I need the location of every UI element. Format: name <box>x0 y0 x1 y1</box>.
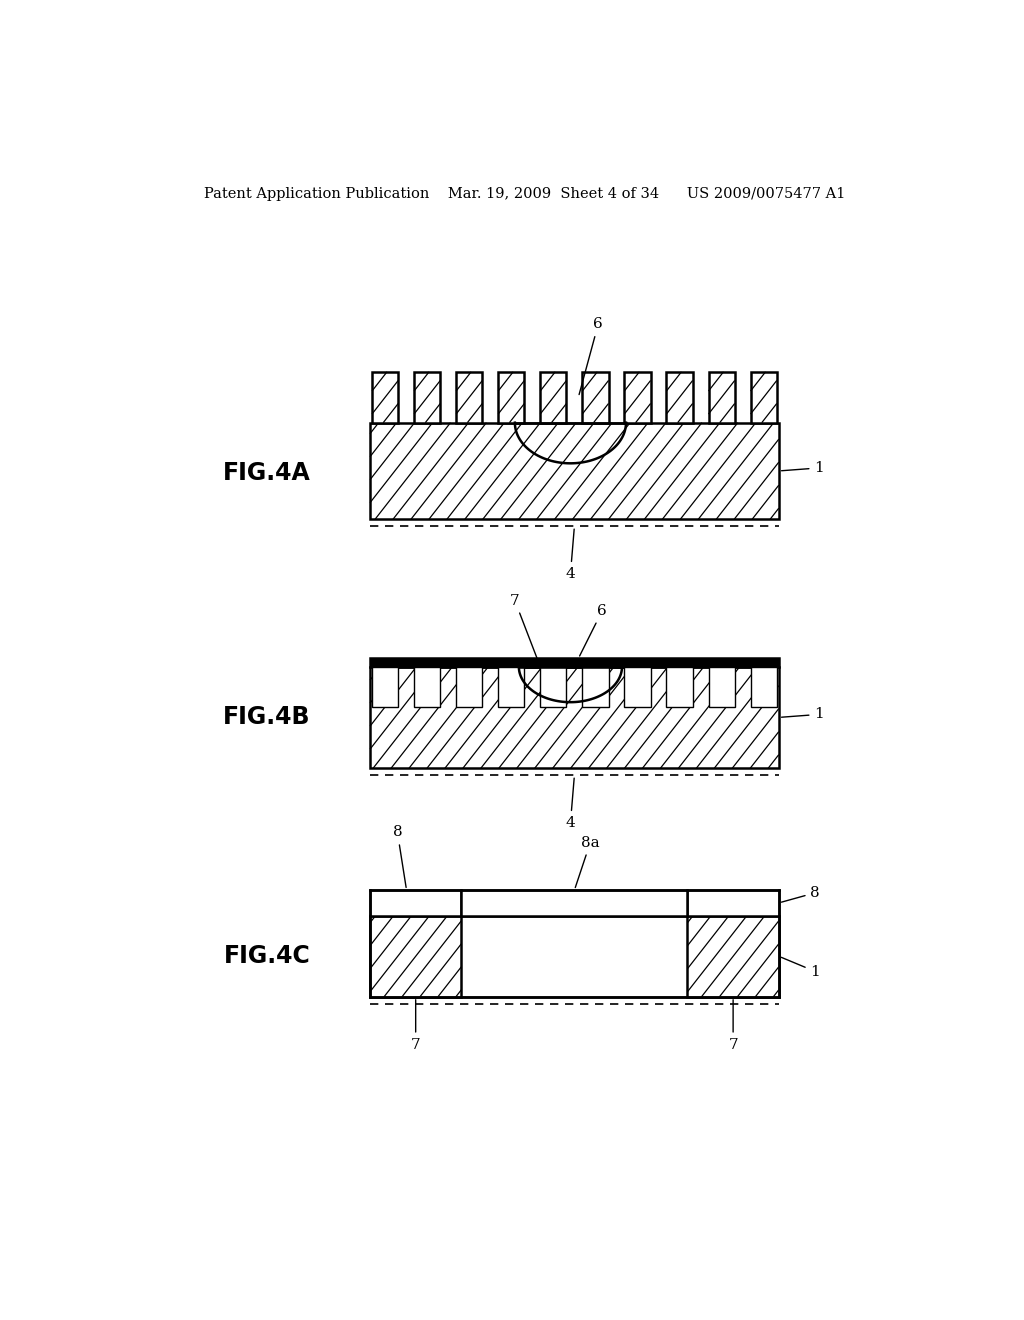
Polygon shape <box>370 890 461 916</box>
Polygon shape <box>709 372 734 422</box>
Polygon shape <box>751 372 777 422</box>
Polygon shape <box>499 667 524 708</box>
Polygon shape <box>625 667 650 708</box>
Text: 7: 7 <box>728 999 738 1052</box>
Polygon shape <box>372 372 398 422</box>
Polygon shape <box>370 916 461 997</box>
Polygon shape <box>541 667 566 708</box>
Text: 8: 8 <box>392 825 407 887</box>
Polygon shape <box>456 667 482 708</box>
Polygon shape <box>709 667 734 708</box>
Polygon shape <box>414 372 440 422</box>
Polygon shape <box>370 916 778 997</box>
Text: 7: 7 <box>510 594 538 660</box>
Text: FIG.4B: FIG.4B <box>223 705 310 730</box>
Polygon shape <box>499 372 524 422</box>
Text: 8a: 8a <box>575 836 600 887</box>
Text: 4: 4 <box>565 777 575 830</box>
Text: Patent Application Publication    Mar. 19, 2009  Sheet 4 of 34      US 2009/0075: Patent Application Publication Mar. 19, … <box>204 187 846 201</box>
Polygon shape <box>541 372 566 422</box>
Text: 7: 7 <box>411 999 421 1052</box>
Polygon shape <box>625 372 650 422</box>
Polygon shape <box>370 667 778 768</box>
Text: 1: 1 <box>781 461 824 475</box>
Polygon shape <box>687 890 778 916</box>
Text: 4: 4 <box>565 529 575 581</box>
Text: 8: 8 <box>781 886 820 902</box>
Polygon shape <box>583 372 608 422</box>
Polygon shape <box>461 890 687 916</box>
Text: 6: 6 <box>580 317 603 395</box>
Text: 1: 1 <box>781 708 824 721</box>
Polygon shape <box>372 667 398 708</box>
Text: FIG.4C: FIG.4C <box>223 944 310 969</box>
Polygon shape <box>667 372 692 422</box>
Polygon shape <box>456 372 482 422</box>
Text: 6: 6 <box>580 603 607 656</box>
Text: FIG.4A: FIG.4A <box>223 462 310 486</box>
Polygon shape <box>667 667 692 708</box>
Polygon shape <box>583 667 608 708</box>
Polygon shape <box>370 659 778 667</box>
Polygon shape <box>370 422 778 519</box>
Polygon shape <box>751 667 777 708</box>
Polygon shape <box>687 916 778 997</box>
Polygon shape <box>414 667 440 708</box>
Text: 1: 1 <box>781 957 820 978</box>
